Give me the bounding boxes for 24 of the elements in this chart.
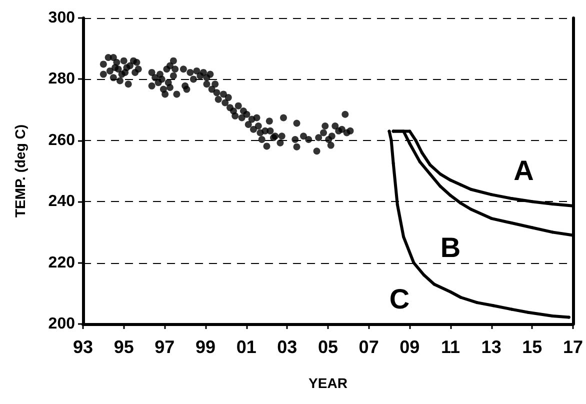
series-label: A	[514, 155, 534, 186]
x-tick-label: 17	[562, 337, 584, 357]
y-tick-label: 260	[48, 132, 76, 149]
x-tick-label: 99	[195, 337, 216, 357]
y-tick-label: 280	[48, 70, 76, 88]
y-tick-label: 300	[48, 10, 76, 26]
x-tick-label: 07	[358, 337, 379, 357]
y-tick-label: 240	[48, 193, 76, 210]
x-tick-label: 01	[236, 337, 256, 357]
series-label: B	[440, 232, 461, 263]
x-tick-label: 93	[72, 337, 94, 357]
x-tick-label: 15	[522, 337, 542, 357]
x-tick-label: 11	[440, 337, 460, 357]
x-tick-label: 05	[318, 337, 338, 357]
x-tick-label: 13	[481, 337, 502, 357]
x-axis-title: YEAR	[308, 375, 348, 391]
x-tick-label: 95	[114, 337, 134, 357]
y-tick-label: 200	[48, 316, 76, 332]
y-tick-label: 220	[48, 254, 76, 272]
x-tick-label: 03	[277, 337, 298, 357]
x-tick-label: 09	[400, 337, 420, 357]
x-tick-label: 97	[154, 337, 175, 357]
series-label: C	[389, 283, 410, 314]
y-axis-title: TEMP. (deg C)	[12, 124, 28, 218]
